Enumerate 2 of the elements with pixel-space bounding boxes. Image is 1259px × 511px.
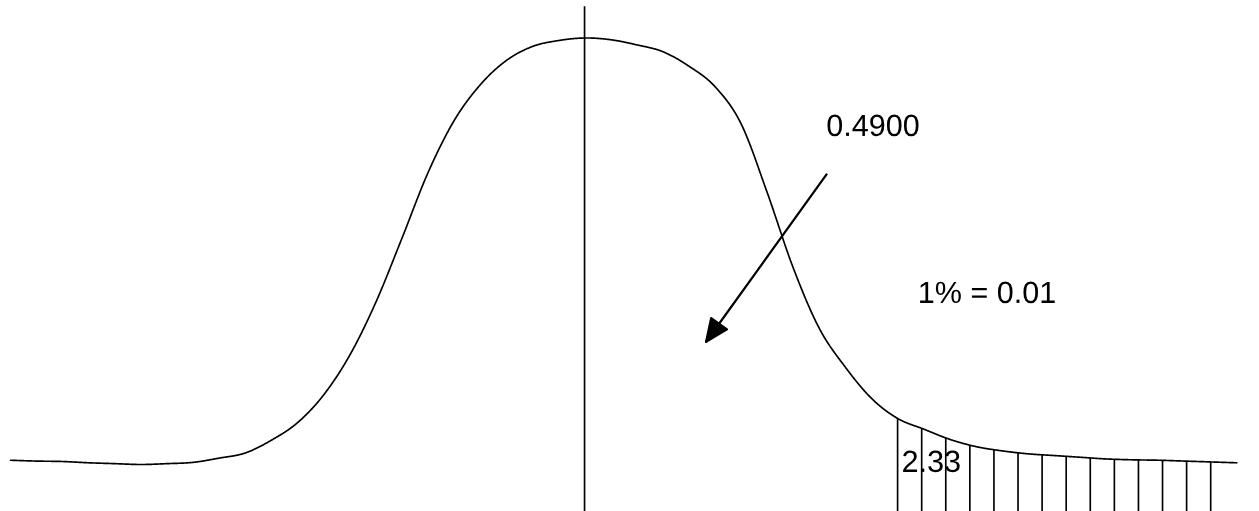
- annotation: 0.4900: [827, 114, 919, 137]
- annotation: 1% = 0.01: [920, 281, 1055, 304]
